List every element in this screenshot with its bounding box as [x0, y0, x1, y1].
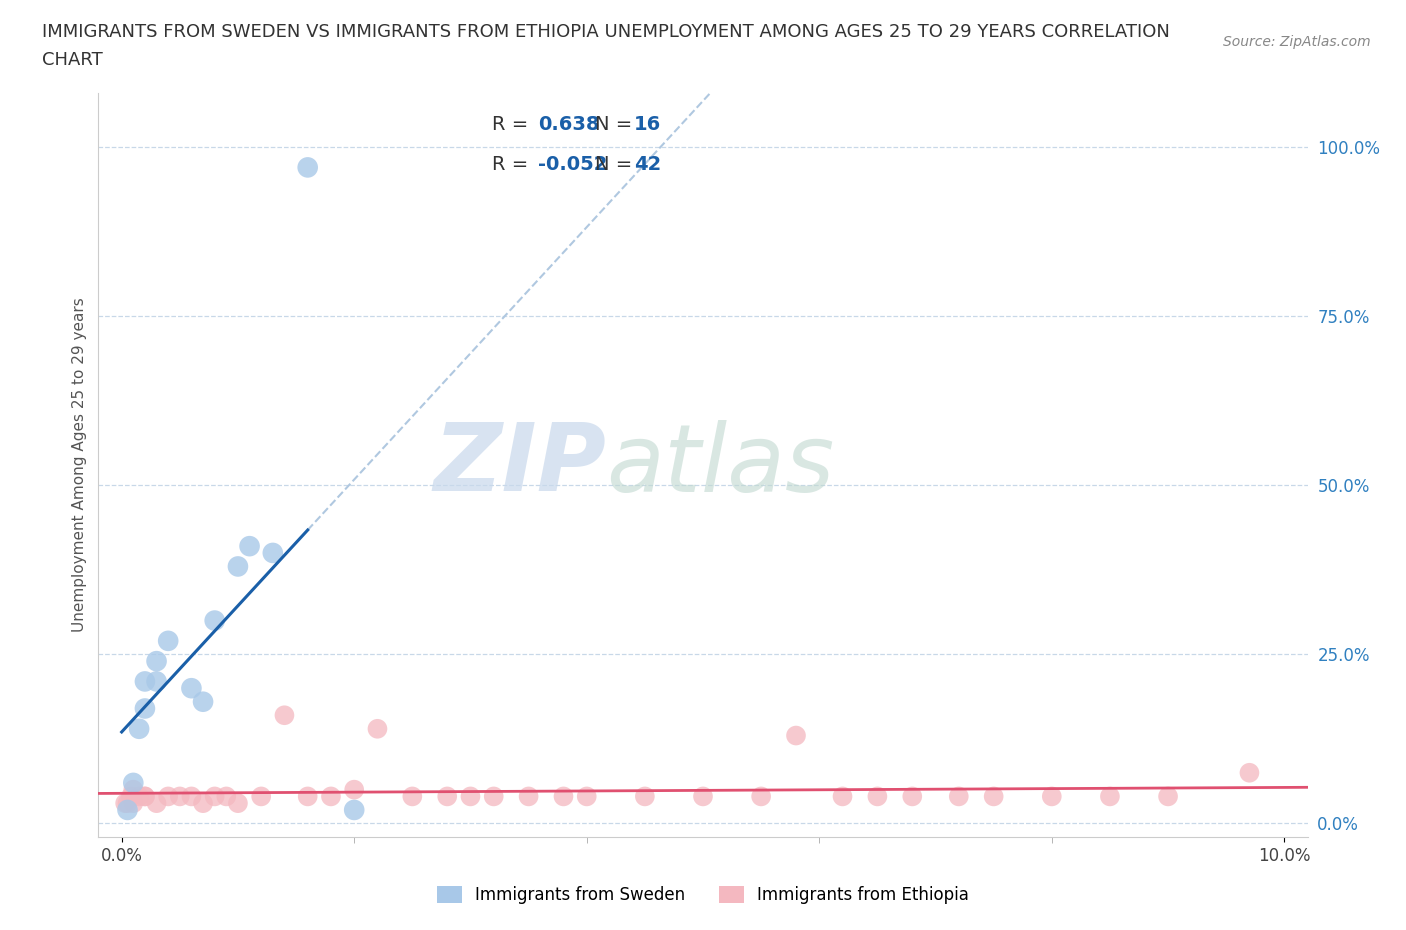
Y-axis label: Unemployment Among Ages 25 to 29 years: Unemployment Among Ages 25 to 29 years — [72, 298, 87, 632]
Point — [273, 708, 295, 723]
Point — [239, 538, 262, 553]
Point — [122, 782, 145, 797]
Point — [297, 160, 319, 175]
Point — [1040, 789, 1063, 804]
Text: 42: 42 — [634, 154, 661, 174]
Point — [262, 546, 284, 561]
Point — [517, 789, 540, 804]
Text: R =: R = — [492, 115, 529, 134]
Point — [120, 789, 142, 804]
Text: Source: ZipAtlas.com: Source: ZipAtlas.com — [1223, 35, 1371, 49]
Point — [128, 722, 150, 737]
Point — [191, 695, 214, 710]
Point — [180, 681, 202, 696]
Point — [128, 789, 150, 804]
Text: IMMIGRANTS FROM SWEDEN VS IMMIGRANTS FROM ETHIOPIA UNEMPLOYMENT AMONG AGES 25 TO: IMMIGRANTS FROM SWEDEN VS IMMIGRANTS FRO… — [42, 23, 1170, 41]
Point — [553, 789, 575, 804]
Text: atlas: atlas — [606, 419, 835, 511]
Text: 0.638: 0.638 — [538, 115, 600, 134]
Point — [250, 789, 273, 804]
Point — [117, 803, 139, 817]
Point — [226, 559, 249, 574]
Point — [319, 789, 342, 804]
Legend: Immigrants from Sweden, Immigrants from Ethiopia: Immigrants from Sweden, Immigrants from … — [430, 879, 976, 910]
Point — [1157, 789, 1180, 804]
Text: -0.052: -0.052 — [538, 154, 607, 174]
Point — [482, 789, 505, 804]
Point — [366, 722, 388, 737]
Point — [343, 803, 366, 817]
Point — [866, 789, 889, 804]
Point — [1239, 765, 1261, 780]
Point — [114, 796, 136, 811]
Point — [749, 789, 772, 804]
Point — [157, 633, 180, 648]
Point — [122, 796, 145, 811]
Point — [226, 796, 249, 811]
Point — [436, 789, 458, 804]
Point — [901, 789, 924, 804]
Point — [948, 789, 970, 804]
Point — [204, 613, 226, 628]
Point — [169, 789, 191, 804]
Point — [134, 701, 156, 716]
Point — [401, 789, 423, 804]
Text: CHART: CHART — [42, 51, 103, 69]
Point — [983, 789, 1005, 804]
Point — [343, 782, 366, 797]
Point — [145, 654, 167, 669]
Point — [460, 789, 482, 804]
Text: N =: N = — [595, 154, 631, 174]
Point — [831, 789, 853, 804]
Point — [157, 789, 180, 804]
Point — [134, 789, 156, 804]
Point — [297, 789, 319, 804]
Point — [692, 789, 714, 804]
Point — [122, 776, 145, 790]
Point — [145, 674, 167, 689]
Point — [134, 789, 156, 804]
Point — [785, 728, 807, 743]
Point — [215, 789, 238, 804]
Text: 16: 16 — [634, 115, 661, 134]
Point — [1098, 789, 1121, 804]
Point — [145, 796, 167, 811]
Text: N =: N = — [595, 115, 631, 134]
Point — [134, 674, 156, 689]
Point — [180, 789, 202, 804]
Text: ZIP: ZIP — [433, 419, 606, 511]
Text: R =: R = — [492, 154, 529, 174]
Point — [204, 789, 226, 804]
Point — [117, 796, 139, 811]
Point — [191, 796, 214, 811]
Point — [634, 789, 657, 804]
Point — [575, 789, 598, 804]
